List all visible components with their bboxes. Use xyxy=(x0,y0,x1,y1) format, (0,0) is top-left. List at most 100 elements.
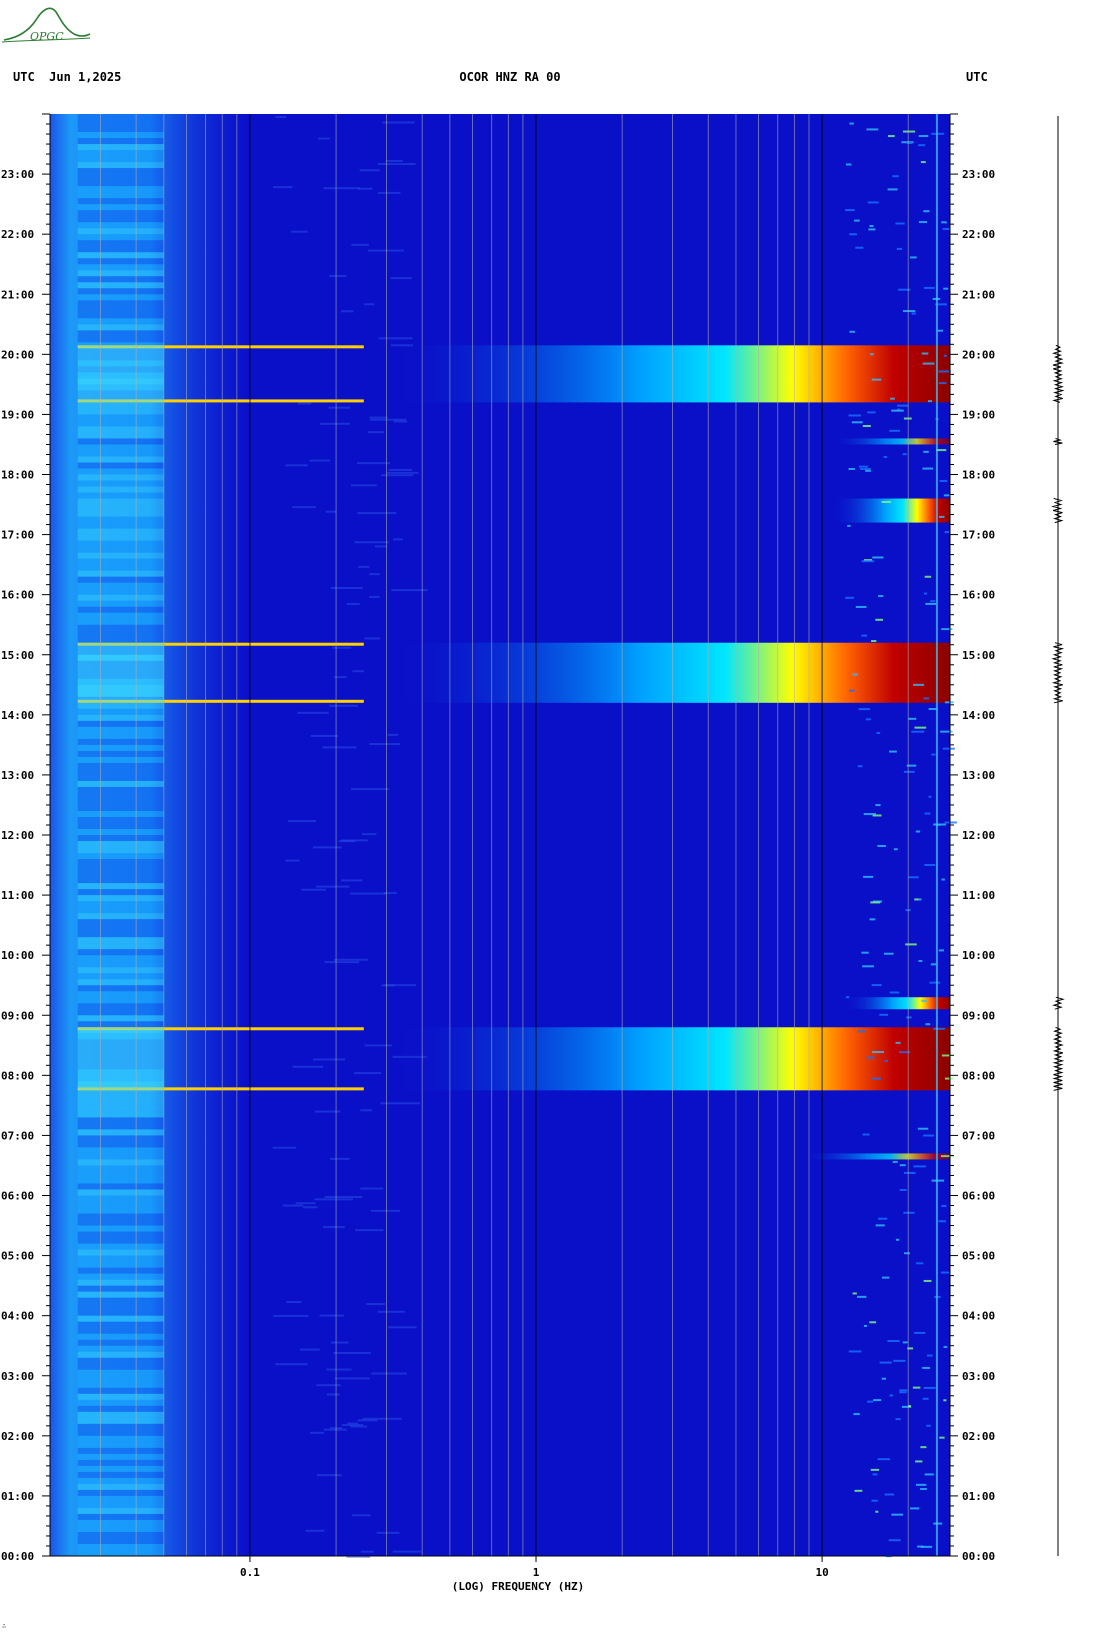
noise-row xyxy=(77,991,164,998)
speckle xyxy=(924,575,932,578)
speckle xyxy=(845,596,854,599)
noise-row xyxy=(77,558,164,565)
speckle xyxy=(870,640,877,643)
y-tick-label-left: 05:00 xyxy=(1,1250,34,1263)
noise-row xyxy=(77,967,164,974)
noise-row xyxy=(77,312,164,319)
noise-row xyxy=(77,180,164,187)
event-burst xyxy=(386,345,950,403)
noise-streak xyxy=(320,422,350,425)
noise-row xyxy=(77,726,164,733)
noise-streak xyxy=(325,510,337,513)
noise-row xyxy=(77,931,164,938)
noise-streak xyxy=(275,1363,308,1366)
speckle xyxy=(930,600,936,603)
noise-row xyxy=(77,1435,164,1442)
noise-row xyxy=(77,144,164,151)
speckle xyxy=(862,1133,870,1136)
speckle xyxy=(855,246,864,249)
noise-streak xyxy=(360,1187,384,1190)
y-tick-label-right: 06:00 xyxy=(962,1190,995,1203)
speckle xyxy=(895,1238,900,1241)
noise-streak xyxy=(388,1326,417,1329)
noise-streak xyxy=(350,1425,368,1428)
speckle xyxy=(922,1366,931,1369)
noise-row xyxy=(77,859,164,866)
noise-streak xyxy=(326,1368,352,1371)
speckle xyxy=(915,1460,923,1463)
speckle xyxy=(944,531,950,534)
noise-streak xyxy=(369,743,401,746)
speckle xyxy=(938,515,945,518)
speckle xyxy=(923,592,928,595)
header-left: UTC Jun 1,2025 xyxy=(13,70,122,84)
noise-streak xyxy=(332,646,352,649)
noise-streak xyxy=(292,506,316,509)
y-tick-label-right: 19:00 xyxy=(962,408,995,421)
noise-row xyxy=(77,1441,164,1448)
noise-streak xyxy=(364,1044,392,1047)
noise-row xyxy=(77,120,164,127)
noise-row xyxy=(77,1345,164,1352)
noise-streak xyxy=(309,1431,324,1434)
speckle xyxy=(877,844,886,847)
speckle xyxy=(943,1399,947,1402)
speckle xyxy=(927,1354,933,1357)
noise-row xyxy=(77,258,164,265)
speckle xyxy=(908,876,919,879)
speckle xyxy=(940,1155,954,1158)
event-offset-line xyxy=(77,1087,364,1091)
speckle xyxy=(939,1436,945,1439)
speckle xyxy=(914,726,927,729)
speckle xyxy=(870,1468,880,1471)
noise-row xyxy=(77,907,164,914)
speckle xyxy=(943,354,947,357)
noise-streak xyxy=(305,1529,325,1532)
speckle xyxy=(852,1292,857,1295)
noise-row xyxy=(77,1213,164,1220)
speckle xyxy=(911,730,925,733)
speckle xyxy=(933,1027,946,1030)
speckle xyxy=(851,421,863,424)
noise-row xyxy=(77,1333,164,1340)
speckle xyxy=(884,1059,889,1062)
speckle xyxy=(924,812,931,815)
noise-row xyxy=(77,414,164,421)
noise-streak xyxy=(349,892,387,895)
speckle xyxy=(871,1499,878,1502)
noise-row xyxy=(77,132,164,139)
noise-row xyxy=(77,210,164,217)
noise-row xyxy=(77,925,164,932)
speckle xyxy=(899,1391,907,1394)
y-tick-label-right: 18:00 xyxy=(962,469,995,482)
noise-row xyxy=(77,198,164,205)
speckle xyxy=(942,747,955,750)
noise-row xyxy=(77,1453,164,1460)
noise-row xyxy=(77,768,164,775)
noise-streak xyxy=(314,1198,353,1201)
speckle xyxy=(845,163,852,166)
noise-row xyxy=(77,1159,164,1166)
speckle xyxy=(861,634,868,637)
speckle xyxy=(893,1359,906,1362)
seismogram-burst xyxy=(1051,344,1065,403)
noise-streak xyxy=(341,310,354,313)
y-tick-label-left: 17:00 xyxy=(1,529,34,542)
noise-row xyxy=(77,1141,164,1148)
noise-streak xyxy=(371,1372,407,1375)
speckle xyxy=(899,1188,907,1191)
noise-row xyxy=(77,492,164,499)
speckle xyxy=(867,411,876,414)
noise-row xyxy=(77,522,164,529)
speckle xyxy=(902,130,916,133)
noise-streak xyxy=(302,1206,318,1209)
speckle xyxy=(938,949,944,952)
noise-streak xyxy=(291,230,308,233)
noise-row xyxy=(77,1249,164,1256)
noise-streak xyxy=(324,1195,363,1198)
speckle xyxy=(929,981,941,984)
noise-streak xyxy=(369,416,388,419)
noise-row xyxy=(77,444,164,451)
speckle xyxy=(918,135,929,138)
